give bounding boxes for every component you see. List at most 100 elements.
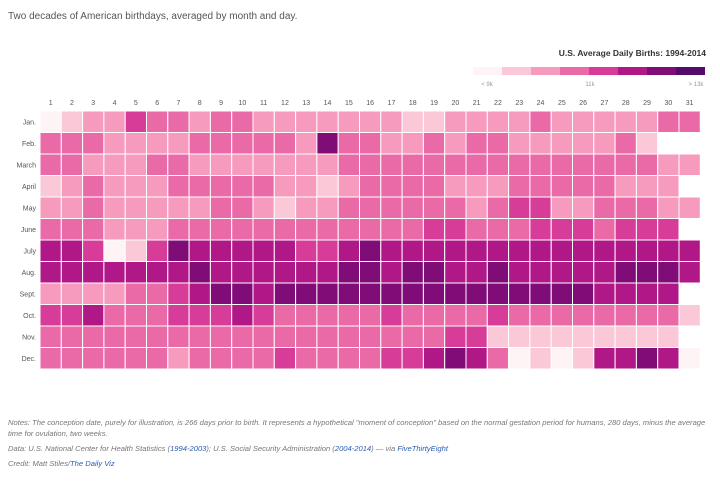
cell-aug-11 [252, 261, 275, 284]
x-label-day-19: 19 [430, 100, 438, 107]
cell-jan-16 [359, 110, 382, 133]
legend-swatch-6 [618, 67, 647, 75]
cell-feb-14 [316, 132, 339, 155]
cell-may-20 [444, 196, 467, 219]
cell-sept-6 [146, 282, 169, 305]
cell-feb-30 [657, 132, 680, 155]
cell-nov-18 [401, 325, 424, 348]
fivethirtyeight-link[interactable]: FiveThirtyEight [397, 444, 448, 453]
cell-jan-18 [401, 110, 424, 133]
cell-nov-26 [572, 325, 595, 348]
cell-dec-7 [167, 347, 190, 370]
cell-july-13 [295, 239, 318, 262]
x-label-day-29: 29 [643, 100, 651, 107]
cell-july-26 [572, 239, 595, 262]
cell-nov-28 [614, 325, 637, 348]
cell-jan-9 [209, 110, 233, 133]
cell-march-20 [444, 153, 467, 176]
legend-mid-label: 11k [585, 82, 595, 88]
legend-swatch-5 [589, 67, 618, 75]
cell-april-18 [401, 175, 424, 198]
cell-nov-7 [167, 325, 190, 348]
cell-july-15 [337, 239, 361, 262]
cell-april-24 [529, 175, 552, 198]
cell-dec-5 [124, 347, 147, 370]
cell-aug-22 [486, 261, 510, 284]
cell-april-25 [550, 175, 574, 198]
cell-july-9 [209, 239, 233, 262]
cell-march-2 [60, 153, 84, 176]
daily-viz-link[interactable]: The Daily Viz [70, 459, 115, 468]
x-label-day-30: 30 [664, 100, 672, 107]
cell-nov-17 [380, 325, 403, 348]
ssa-link[interactable]: 2004-2014 [334, 444, 372, 453]
cell-april-12 [273, 175, 297, 198]
cell-jan-10 [231, 110, 254, 133]
credit-line: Credit: Matt Stiles/The Daily Viz [8, 458, 712, 469]
cell-sept-18 [401, 282, 424, 305]
heatmap-chart: U.S. Average Daily Births: 1994-2014 < 9… [17, 48, 706, 370]
cell-aug-1 [39, 261, 62, 284]
cell-march-11 [252, 153, 275, 176]
data-source-suffix: ) — via [371, 444, 398, 453]
cell-march-5 [124, 153, 147, 176]
y-label-month-9: Sept. [20, 291, 36, 298]
cell-sept-29 [635, 282, 659, 305]
cell-may-4 [103, 196, 126, 219]
cell-march-29 [635, 153, 659, 176]
cell-sept-24 [529, 282, 552, 305]
cell-jan-5 [124, 110, 147, 133]
cell-april-14 [316, 175, 339, 198]
cell-april-28 [614, 175, 637, 198]
cell-may-21 [465, 196, 488, 219]
cell-sept-26 [572, 282, 595, 305]
y-label-month-2: Feb. [22, 141, 36, 148]
cell-jan-7 [167, 110, 190, 133]
cell-aug-18 [401, 261, 424, 284]
cell-oct-15 [337, 304, 361, 327]
cell-oct-17 [380, 304, 403, 327]
cell-aug-14 [316, 261, 339, 284]
cell-aug-13 [295, 261, 318, 284]
cell-nov-27 [593, 325, 616, 348]
cell-oct-20 [444, 304, 467, 327]
cell-april-16 [359, 175, 382, 198]
nchs-link[interactable]: 1994-2003 [170, 444, 207, 453]
cell-oct-7 [167, 304, 190, 327]
cell-feb-13 [295, 132, 318, 155]
cell-feb-8 [188, 132, 211, 155]
cell-dec-28 [614, 347, 637, 370]
cell-july-10 [231, 239, 254, 262]
cell-april-29 [635, 175, 659, 198]
cell-nov-15 [337, 325, 361, 348]
x-label-day-18: 18 [409, 100, 417, 107]
cell-april-2 [60, 175, 84, 198]
x-label-day-11: 11 [260, 100, 267, 107]
x-label-day-4: 4 [113, 100, 117, 107]
cell-jan-8 [188, 110, 211, 133]
cell-april-20 [444, 175, 467, 198]
cell-aug-20 [444, 261, 467, 284]
x-label-day-12: 12 [281, 100, 289, 107]
cell-june-5 [124, 218, 147, 241]
cell-jan-22 [486, 110, 510, 133]
cell-oct-27 [593, 304, 616, 327]
cell-may-2 [60, 196, 84, 219]
cell-nov-11 [252, 325, 275, 348]
cell-june-22 [486, 218, 510, 241]
cell-oct-16 [359, 304, 382, 327]
cell-nov-21 [465, 325, 488, 348]
cell-sept-5 [124, 282, 147, 305]
cell-june-11 [252, 218, 275, 241]
cell-march-15 [337, 153, 361, 176]
cell-aug-7 [167, 261, 190, 284]
cell-july-20 [444, 239, 467, 262]
cell-nov-29 [635, 325, 659, 348]
cell-july-3 [82, 239, 105, 262]
cell-dec-29 [635, 347, 659, 370]
cell-feb-28 [614, 132, 637, 155]
cell-sept-20 [444, 282, 467, 305]
cell-march-23 [508, 153, 531, 176]
cell-feb-18 [401, 132, 424, 155]
cell-aug-3 [82, 261, 105, 284]
